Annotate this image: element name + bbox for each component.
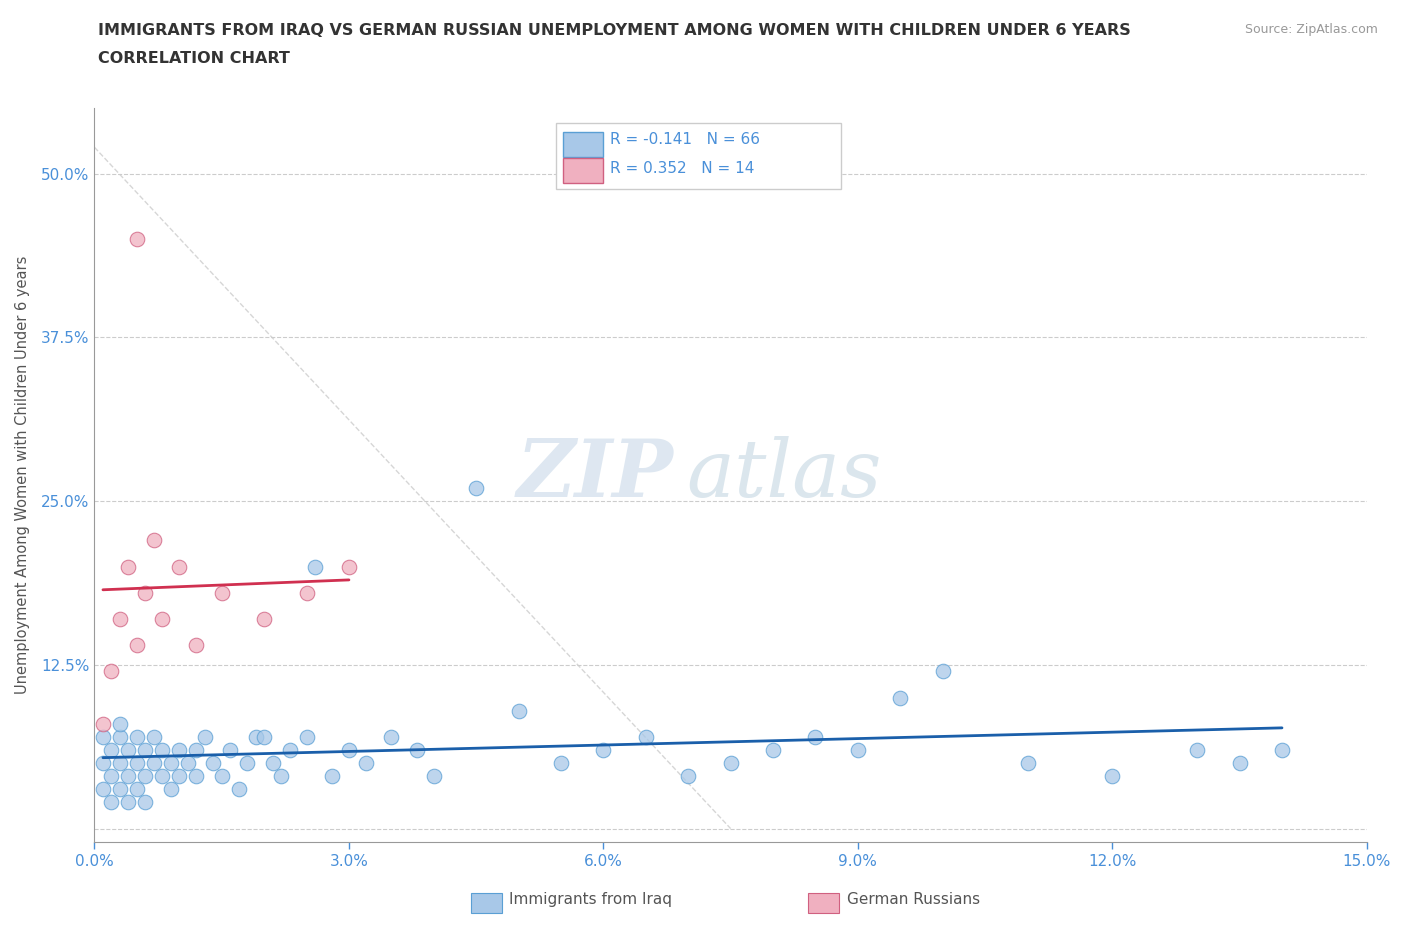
Point — [262, 756, 284, 771]
Point — [100, 769, 122, 784]
Point — [295, 729, 318, 744]
Point — [91, 716, 114, 731]
Text: German Russians: German Russians — [848, 892, 980, 907]
Point — [202, 756, 225, 771]
Point — [354, 756, 377, 771]
Point — [186, 742, 208, 757]
Point — [150, 742, 173, 757]
Point — [169, 769, 191, 784]
Point — [108, 729, 131, 744]
Point — [125, 232, 148, 246]
Point — [177, 756, 200, 771]
Point — [804, 729, 827, 744]
Point — [1229, 756, 1251, 771]
Point — [142, 533, 165, 548]
Point — [423, 769, 446, 784]
Point — [1271, 742, 1294, 757]
Point — [278, 742, 301, 757]
Point — [295, 585, 318, 600]
Point — [228, 782, 250, 797]
Point — [125, 729, 148, 744]
Point — [211, 769, 233, 784]
Point — [142, 756, 165, 771]
Point — [253, 729, 276, 744]
Point — [91, 756, 114, 771]
Point — [846, 742, 869, 757]
Point — [142, 729, 165, 744]
Point — [150, 769, 173, 784]
Text: IMMIGRANTS FROM IRAQ VS GERMAN RUSSIAN UNEMPLOYMENT AMONG WOMEN WITH CHILDREN UN: IMMIGRANTS FROM IRAQ VS GERMAN RUSSIAN U… — [98, 23, 1132, 38]
Point — [150, 612, 173, 627]
Point — [100, 795, 122, 810]
Point — [159, 756, 181, 771]
Point — [676, 769, 699, 784]
Point — [1017, 756, 1039, 771]
Point — [159, 782, 181, 797]
Point — [211, 585, 233, 600]
Point — [465, 481, 488, 496]
Point — [125, 638, 148, 653]
Point — [117, 742, 139, 757]
Point — [1101, 769, 1123, 784]
Point — [219, 742, 242, 757]
Point — [117, 769, 139, 784]
Point — [1185, 742, 1208, 757]
FancyBboxPatch shape — [562, 158, 603, 183]
Point — [108, 612, 131, 627]
Point — [321, 769, 343, 784]
FancyBboxPatch shape — [557, 124, 841, 189]
Point — [108, 782, 131, 797]
Point — [108, 756, 131, 771]
Point — [550, 756, 572, 771]
Point — [117, 795, 139, 810]
Point — [169, 559, 191, 574]
Point — [236, 756, 259, 771]
Point — [337, 559, 360, 574]
Point — [270, 769, 292, 784]
Point — [634, 729, 657, 744]
Point — [508, 703, 530, 718]
Point — [253, 612, 276, 627]
Point — [337, 742, 360, 757]
Point — [304, 559, 326, 574]
Point — [380, 729, 402, 744]
Point — [169, 742, 191, 757]
Point — [889, 690, 911, 705]
Point — [592, 742, 614, 757]
Point — [125, 782, 148, 797]
Text: CORRELATION CHART: CORRELATION CHART — [98, 51, 290, 66]
Point — [134, 742, 156, 757]
Point — [117, 559, 139, 574]
Point — [134, 585, 156, 600]
Point — [186, 769, 208, 784]
Y-axis label: Unemployment Among Women with Children Under 6 years: Unemployment Among Women with Children U… — [15, 256, 30, 694]
Point — [100, 742, 122, 757]
Point — [186, 638, 208, 653]
Text: ZIP: ZIP — [516, 436, 673, 513]
Point — [762, 742, 785, 757]
FancyBboxPatch shape — [562, 132, 603, 157]
Point — [125, 756, 148, 771]
Point — [245, 729, 267, 744]
Point — [100, 664, 122, 679]
Point — [194, 729, 217, 744]
Point — [134, 769, 156, 784]
Point — [405, 742, 427, 757]
Text: atlas: atlas — [686, 436, 882, 513]
Text: R = -0.141   N = 66: R = -0.141 N = 66 — [610, 132, 759, 147]
Point — [108, 716, 131, 731]
Text: Source: ZipAtlas.com: Source: ZipAtlas.com — [1244, 23, 1378, 36]
Point — [134, 795, 156, 810]
Point — [931, 664, 953, 679]
Point — [91, 782, 114, 797]
Point — [720, 756, 742, 771]
Text: R = 0.352   N = 14: R = 0.352 N = 14 — [610, 162, 754, 177]
Text: Immigrants from Iraq: Immigrants from Iraq — [509, 892, 672, 907]
Point — [91, 729, 114, 744]
